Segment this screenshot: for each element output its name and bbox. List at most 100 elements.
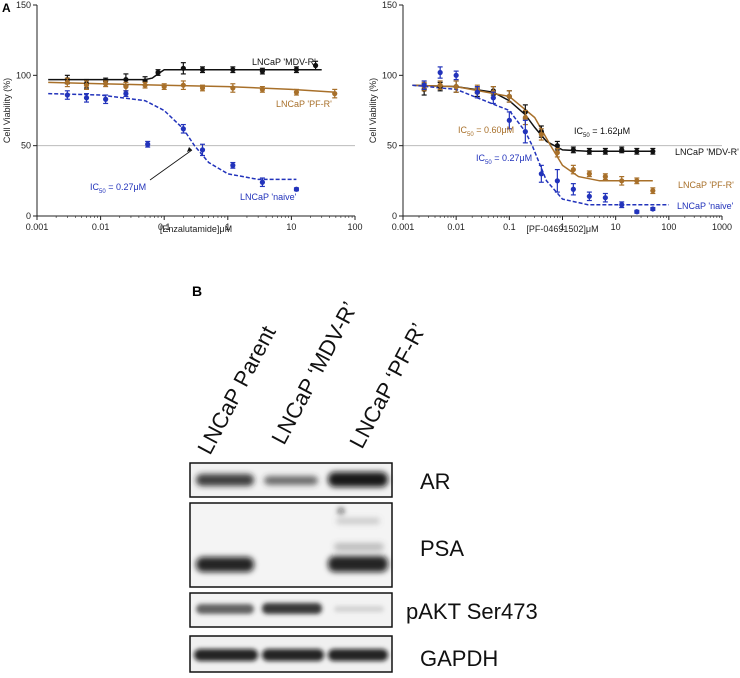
series-label: LNCaP 'PF-R' [678,180,734,190]
bands-gapdh [194,649,388,661]
data-point [506,93,512,100]
x-tick-label: 1 [560,222,565,232]
annotation-part: IC [90,182,100,192]
data-point [123,91,129,97]
x-tick-label: 100 [347,222,362,232]
data-point [634,148,640,154]
data-point [199,67,206,73]
series-label: LNCaP 'naive' [240,192,297,202]
data-point [199,85,206,91]
fit-curve [48,92,297,181]
data-point [230,162,236,168]
data-point [586,193,592,199]
arrow-head [187,147,192,152]
fit-curve [48,81,336,93]
data-point [64,79,70,85]
y-tick-label: 150 [16,0,31,10]
series-label: LNCaP 'MDV-R' [252,57,316,67]
data-point [421,82,427,88]
data-point [259,179,266,185]
bands-pakt [196,603,384,614]
fit-curve [412,84,653,182]
x-tick-label: 0.001 [392,222,415,232]
bands-psa [196,508,388,572]
data-point [554,150,560,156]
data-point [145,141,151,147]
data-point [586,148,592,154]
data-point [619,202,625,208]
data-point [83,82,90,88]
data-point [142,82,148,88]
x-tick-label: 1 [225,222,230,232]
data-point [522,129,528,135]
annotation-part: = 0.60μM [474,125,514,135]
data-point [259,68,266,74]
data-point [453,72,459,78]
y-tick-label: 150 [382,0,397,10]
annotation-part: 50 [99,189,106,195]
data-point [619,178,625,184]
panel-label: B [192,283,202,299]
x-tick-label: 10 [611,222,621,232]
annotation: IC50 = 0.27μM [476,153,532,166]
annotation-part: 50 [485,160,492,166]
lane-label: LNCaP ‘PF-R’ [344,319,431,452]
annotation-part: IC [574,126,584,136]
data-point [650,206,656,212]
data-point [180,82,186,88]
x-axis-label: [Enzalutamide]μM [160,224,232,234]
x-tick-label: 1000 [712,222,732,232]
x-axis-label: [PF-04691502]μM [526,224,598,234]
data-point [83,95,90,101]
data-point [538,171,544,177]
data-point [554,143,560,149]
annotation-arrow [149,149,193,181]
data-point [293,186,300,192]
annotation-part: = 0.27μM [492,153,532,163]
row-label: AR [420,469,451,494]
data-point [602,195,608,201]
data-point [103,81,109,87]
bands-ar [196,472,388,487]
annotation-part: = 0.27μM [106,182,146,192]
data-point [619,147,625,153]
annotation: IC50 = 0.60μM [458,125,514,138]
row-label: PSA [420,536,464,561]
y-axis-label: Cell Viability (%) [2,78,12,143]
panel-label: A [2,1,11,15]
data-point [602,174,608,180]
x-tick-label: 0.1 [158,222,171,232]
row-label: pAKT Ser473 [406,599,538,624]
annotation-part: 50 [583,133,590,139]
series-label: LNCaP 'PF-R' [276,99,332,109]
data-point [293,89,300,95]
data-point [650,148,656,154]
annotation-part: IC [458,125,468,135]
data-point [570,186,576,192]
x-tick-label: 0.01 [447,222,465,232]
fit-curve [48,68,322,81]
x-tick-label: 0.1 [503,222,516,232]
y-tick-label: 50 [387,141,397,151]
annotation-part: 50 [467,132,474,138]
x-tick-label: 0.01 [92,222,110,232]
data-point [180,126,186,132]
data-point [522,114,528,121]
lane-label: LNCaP ‘MDV-R’ [266,298,362,449]
data-point [259,86,266,92]
data-point [123,83,129,90]
data-point [538,131,544,138]
fit-curve [412,84,653,153]
annotation-part: IC [476,153,486,163]
data-point [453,83,459,90]
annotation: IC50 = 0.27μM [90,182,146,195]
y-tick-label: 100 [16,70,31,80]
data-point [650,188,656,194]
data-point [123,76,129,83]
data-point [199,147,206,153]
data-point [293,67,300,73]
data-point [437,69,443,76]
data-point [554,178,560,184]
data-point [103,96,109,102]
